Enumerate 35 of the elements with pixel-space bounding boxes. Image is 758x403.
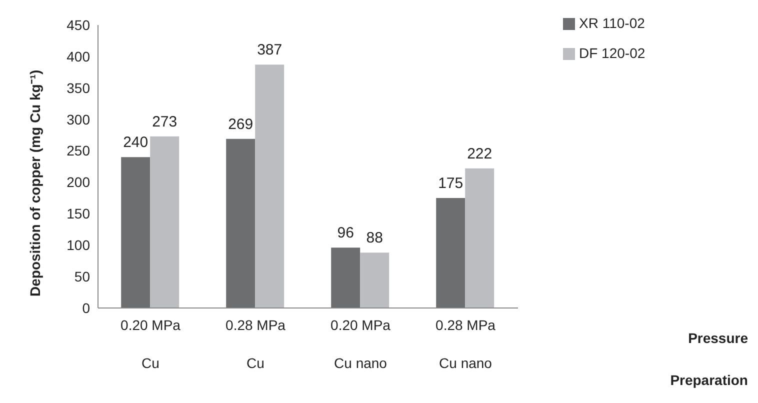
data-label: 175	[438, 174, 464, 192]
y-tick-label: 350	[66, 80, 90, 96]
category-label: 0.28 MPa Cu nano	[436, 317, 496, 371]
y-axis-title: Deposition of copper (mg Cu kg⁻¹)	[26, 70, 43, 296]
bar	[436, 198, 466, 308]
data-label: 96	[337, 224, 354, 242]
text: Preparation	[670, 372, 748, 388]
data-label: 387	[257, 42, 282, 59]
legend-label: XR 110-02	[579, 15, 645, 31]
y-tick-label: 0	[82, 300, 90, 316]
bar	[465, 168, 494, 308]
category-label: 0.20 MPa Cu nano	[330, 317, 390, 371]
y-tick-label: 100	[66, 237, 90, 254]
data-label: 88	[366, 230, 383, 247]
category-label: 0.20 MPa Cu	[120, 317, 180, 371]
bar	[226, 138, 256, 308]
data-label: 240	[123, 134, 148, 152]
y-tick-label: 300	[66, 111, 90, 128]
bar	[150, 136, 180, 308]
y-tick-label: 50	[74, 268, 90, 285]
y-tick-label: 200	[66, 174, 90, 190]
y-tick-label: 150	[66, 206, 90, 222]
y-tick-label: 400	[66, 48, 90, 64]
bar	[331, 248, 360, 308]
y-tick-label: 450	[66, 16, 90, 33]
bar	[255, 64, 284, 308]
category-label: 0.28 MPa Cu	[226, 317, 286, 371]
y-tick-label: 250	[66, 142, 90, 159]
data-label: 222	[467, 145, 492, 162]
bar	[121, 157, 150, 308]
bar	[360, 252, 390, 308]
data-label: 269	[228, 116, 254, 133]
text: Pressure	[688, 330, 748, 346]
data-label: 273	[152, 113, 178, 130]
legend-label: DF 120-02	[579, 45, 646, 61]
